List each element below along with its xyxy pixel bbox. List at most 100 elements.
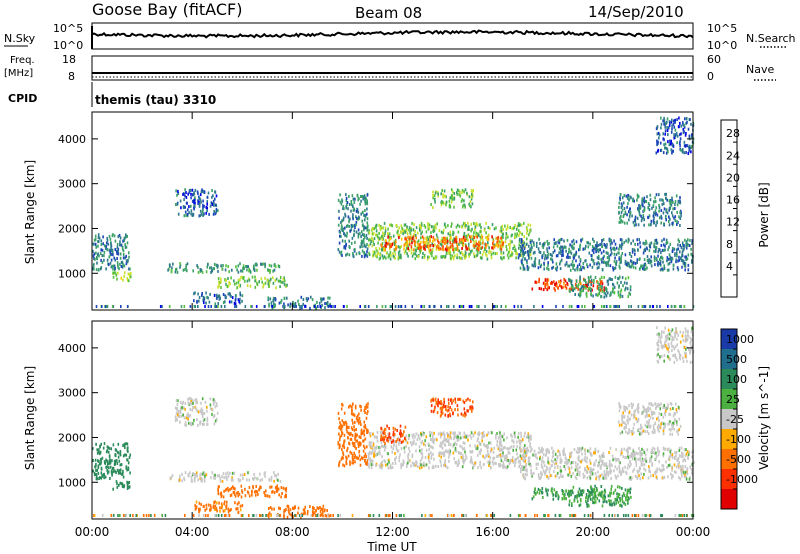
data-cell — [255, 489, 257, 493]
data-cell — [581, 305, 583, 308]
data-cell — [275, 489, 278, 493]
data-cell — [668, 143, 671, 147]
data-cell — [555, 305, 557, 308]
data-cell — [384, 463, 387, 467]
data-cell — [338, 464, 340, 468]
data-cell — [561, 496, 564, 500]
data-cell — [227, 510, 230, 514]
data-cell — [513, 226, 515, 230]
data-cell — [423, 246, 425, 250]
data-cell — [215, 194, 218, 198]
data-cell — [516, 452, 518, 456]
data-cell — [573, 263, 575, 267]
data-cell — [620, 202, 623, 206]
data-cell — [668, 215, 670, 219]
data-cell — [179, 415, 181, 418]
data-cell — [459, 436, 462, 440]
data-cell — [603, 276, 605, 279]
data-cell — [629, 252, 631, 256]
data-cell — [294, 302, 297, 305]
data-cell — [579, 279, 581, 283]
data-cell — [367, 452, 370, 456]
data-cell — [207, 305, 210, 308]
data-cell — [439, 460, 442, 464]
data-cell — [505, 466, 507, 470]
data-cell — [202, 472, 204, 476]
data-cell — [203, 418, 206, 422]
data-cell — [691, 242, 693, 245]
data-cell — [176, 418, 179, 422]
data-cell — [613, 305, 615, 308]
data-cell — [480, 448, 482, 452]
data-cell — [641, 197, 643, 201]
data-cell — [586, 265, 589, 269]
data-cell — [487, 243, 489, 247]
data-cell — [662, 132, 664, 136]
data-cell — [686, 120, 688, 124]
data-cell — [601, 239, 603, 242]
data-cell — [464, 243, 467, 247]
data-cell — [348, 220, 350, 224]
nsky-label: N.Sky — [4, 32, 36, 45]
data-cell — [393, 442, 396, 446]
data-cell — [358, 454, 361, 458]
data-cell — [203, 504, 205, 508]
data-cell — [359, 305, 361, 308]
data-cell — [119, 468, 122, 472]
data-cell — [413, 233, 415, 237]
data-cell — [183, 476, 185, 480]
data-cell — [613, 259, 616, 263]
data-cell — [507, 250, 510, 254]
data-cell — [195, 471, 198, 475]
nsearch-label: N.Search — [746, 32, 796, 45]
data-cell — [509, 254, 512, 258]
data-cell — [395, 240, 397, 244]
data-cell — [406, 252, 408, 256]
data-cell — [464, 458, 467, 462]
data-cell — [523, 235, 525, 239]
data-cell — [280, 486, 283, 490]
data-cell — [488, 441, 490, 445]
data-cell — [347, 207, 349, 211]
data-cell — [475, 242, 478, 246]
data-cell — [357, 198, 359, 202]
data-cell — [199, 214, 202, 218]
data-cell — [360, 408, 362, 412]
power-y-label: Slant Range [km] — [23, 160, 37, 264]
data-cell — [585, 283, 588, 287]
data-cell — [98, 450, 100, 454]
data-cell — [529, 250, 532, 253]
data-cell — [466, 234, 469, 238]
data-cell — [428, 223, 431, 227]
data-cell — [351, 428, 354, 431]
data-cell — [274, 473, 276, 477]
colorbar-tick-label: 12 — [726, 216, 740, 229]
data-cell — [230, 295, 232, 298]
data-cell — [263, 472, 266, 476]
data-cell — [398, 236, 400, 240]
data-cell — [198, 214, 201, 218]
data-cell — [237, 494, 240, 498]
data-cell — [683, 305, 686, 308]
data-cell — [489, 456, 492, 460]
data-cell — [582, 265, 584, 269]
data-cell — [495, 461, 497, 465]
data-cell — [195, 406, 197, 410]
data-cell — [226, 471, 229, 475]
data-cell — [442, 452, 444, 456]
data-cell — [500, 236, 502, 240]
data-cell — [495, 243, 498, 247]
data-cell — [227, 486, 229, 490]
data-cell — [355, 435, 357, 438]
data-cell — [515, 457, 517, 461]
data-cell — [590, 278, 593, 282]
data-cell — [660, 126, 662, 130]
data-cell — [653, 257, 656, 261]
data-cell — [116, 252, 118, 256]
data-cell — [452, 431, 454, 435]
data-cell — [257, 477, 259, 481]
data-cell — [423, 461, 425, 465]
data-cell — [517, 222, 520, 225]
data-cell — [503, 432, 505, 436]
data-cell — [227, 284, 230, 288]
